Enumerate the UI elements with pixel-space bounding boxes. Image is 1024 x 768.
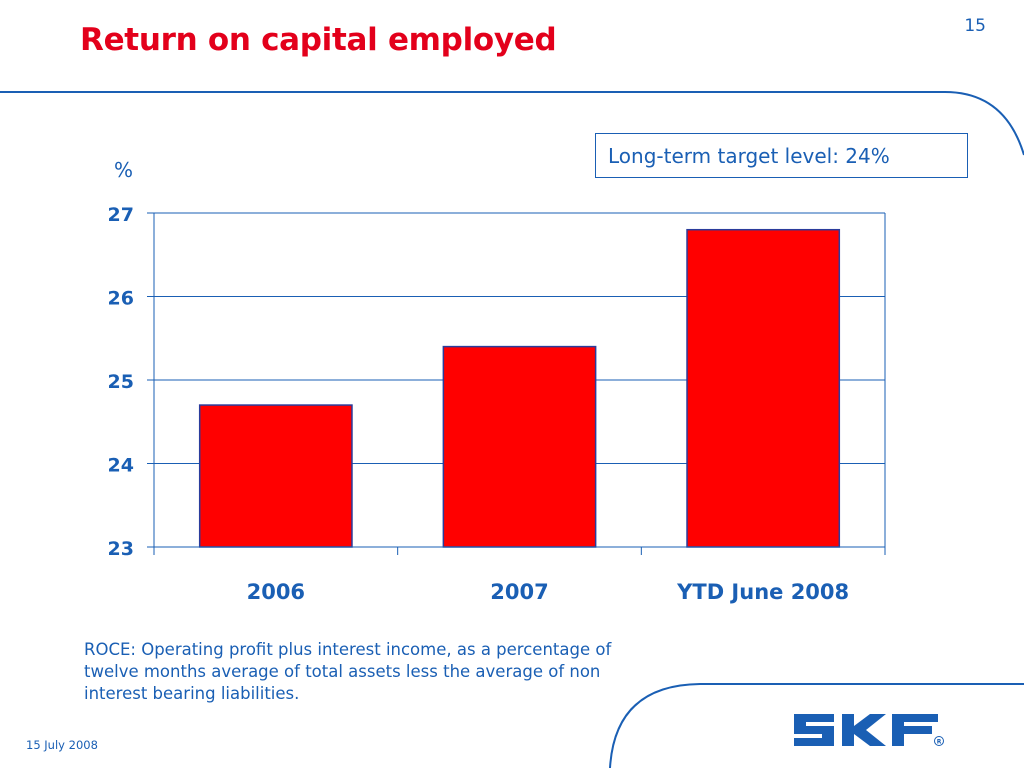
x-category-label: 2007 — [490, 580, 548, 604]
skf-logo: R — [794, 714, 944, 746]
page-title: Return on capital employed — [80, 22, 557, 58]
bar — [442, 345, 597, 548]
bar — [198, 404, 353, 548]
slide-date: 15 July 2008 — [26, 738, 98, 752]
x-category-label: YTD June 2008 — [676, 580, 849, 604]
target-note: Long-term target level: 24% — [595, 133, 968, 178]
y-axis-unit-label: % — [114, 158, 134, 182]
y-tick-label: 24 — [108, 455, 134, 477]
y-tick-label: 26 — [108, 288, 134, 310]
page-number: 15 — [964, 16, 986, 36]
label-layer: 23 24 25 26 27 2006 2007 YTD June 2008 — [108, 204, 850, 604]
bar-layer — [198, 228, 841, 548]
y-tick-label: 27 — [108, 204, 134, 226]
bar — [686, 228, 841, 548]
x-category-label: 2006 — [247, 580, 305, 604]
roce-definition-footnote: ROCE: Operating profit plus interest inc… — [84, 640, 612, 703]
top-swoosh-line — [0, 91, 1024, 156]
axis-layer — [147, 212, 886, 555]
bottom-swoosh-line — [609, 683, 1024, 768]
svg-text:R: R — [937, 739, 942, 746]
y-tick-label: 25 — [108, 371, 134, 393]
y-tick-label: 23 — [108, 538, 134, 560]
